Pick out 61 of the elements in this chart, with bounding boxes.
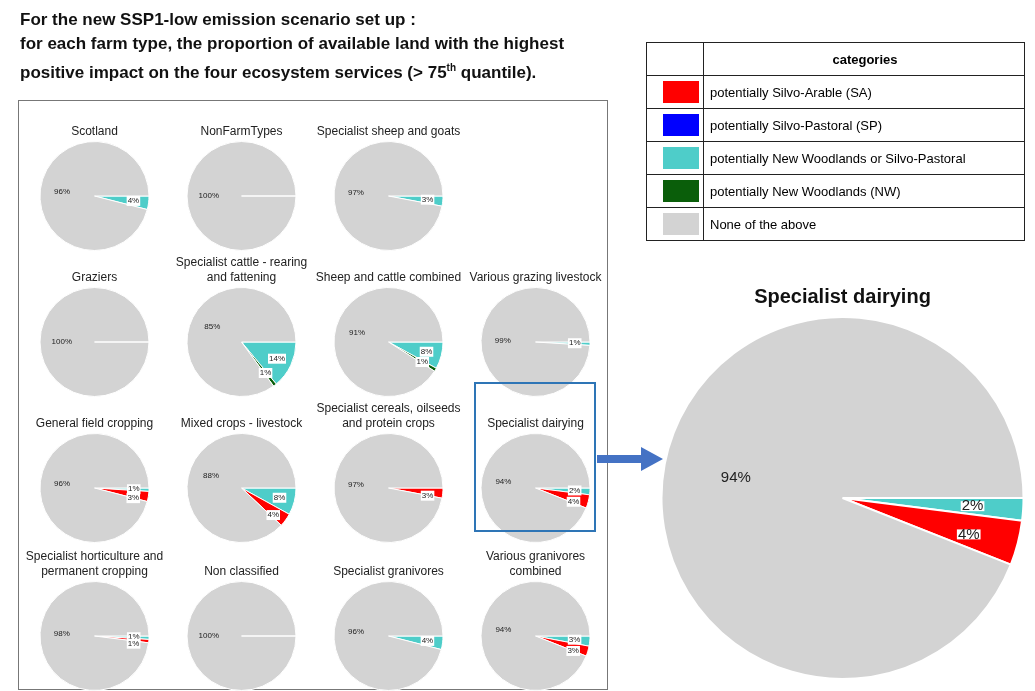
chart-title: Specialist sheep and goats <box>315 123 462 139</box>
data-label: 94% <box>720 467 751 485</box>
data-label: 1% <box>127 632 140 642</box>
chart-title: Mixed crops - livestock <box>179 415 304 431</box>
chart-title: Various granivores combined <box>484 548 587 579</box>
data-label: 1% <box>127 484 140 494</box>
text: for each farm type, the proportion of available land with the highest positive impact on the four ecosystem services (> 75$^{th}$ quantile). <box>20 33 566 84</box>
data-label: 3% <box>127 493 140 503</box>
legend-label: None of the above <box>703 207 1025 241</box>
data-label: 94% <box>495 625 512 635</box>
data-label: 8% <box>273 492 286 502</box>
data-label: 94% <box>495 477 512 487</box>
data-label: 100% <box>51 337 73 347</box>
data-label: 4% <box>567 496 580 506</box>
data-label: 96% <box>348 627 365 637</box>
data-label: 96% <box>54 479 71 489</box>
legend-label: potentially New Woodlands or Silvo-Pastoral <box>703 141 1025 175</box>
data-label: 3% <box>568 634 581 644</box>
chart-title: Graziers <box>70 269 119 285</box>
data-label: 98% <box>53 629 70 639</box>
data-label: 100% <box>198 191 220 201</box>
data-label: 2% <box>961 496 984 514</box>
data-label: 4% <box>267 510 280 520</box>
legend-label: potentially New Woodlands (NW) <box>703 174 1025 208</box>
data-label: 2% <box>568 485 581 495</box>
chart-title: Specialist cattle - rearing and fattening <box>174 254 309 285</box>
data-label: 4% <box>421 636 434 646</box>
data-label: 97% <box>347 480 364 490</box>
data-label: 3% <box>567 646 579 656</box>
chart-title: Specialist dairying <box>486 415 585 431</box>
legend-label: potentially Silvo-Arable (SA) <box>703 75 1025 109</box>
data-label: 1% <box>259 368 272 378</box>
data-label: 14% <box>269 353 286 363</box>
data-label: 1% <box>127 638 140 648</box>
data-label: 8% <box>420 346 433 356</box>
data-label: 100% <box>198 631 220 641</box>
data-label: 1% <box>568 338 581 348</box>
legend-label: potentially Silvo-Pastoral (SP) <box>703 108 1025 142</box>
data-label: 85% <box>204 322 221 332</box>
data-label: 88% <box>203 471 220 481</box>
data-label: 99% <box>494 336 511 346</box>
data-label: 96% <box>54 187 71 197</box>
chart-title: Specialist cereals, oilseeds and protein crops <box>315 400 462 431</box>
chart-title: Non classified <box>203 563 280 579</box>
data-label: 4% <box>957 524 980 542</box>
data-label: 91% <box>349 328 366 338</box>
data-label: 1% <box>416 357 429 367</box>
chart-title: NonFarmTypes <box>199 123 284 139</box>
chart-title: Various grazing livestock <box>468 269 603 285</box>
data-label: 3% <box>421 490 434 500</box>
text: Specialist dairying <box>753 284 932 308</box>
chart-title: Scotland <box>70 123 119 139</box>
chart-title: General field cropping <box>34 415 155 431</box>
text: For the new SSP1-low emission scenario set up : <box>20 9 417 31</box>
chart-title: Specialist granivores <box>332 563 445 579</box>
chart-title: Sheep and cattle combined <box>315 269 462 285</box>
chart-title: Specialist horticulture and permanent cropping <box>24 548 165 579</box>
data-label: 3% <box>421 194 434 204</box>
legend-title: categories <box>703 42 1025 76</box>
data-label: 4% <box>127 196 140 206</box>
data-label: 97% <box>347 188 364 198</box>
